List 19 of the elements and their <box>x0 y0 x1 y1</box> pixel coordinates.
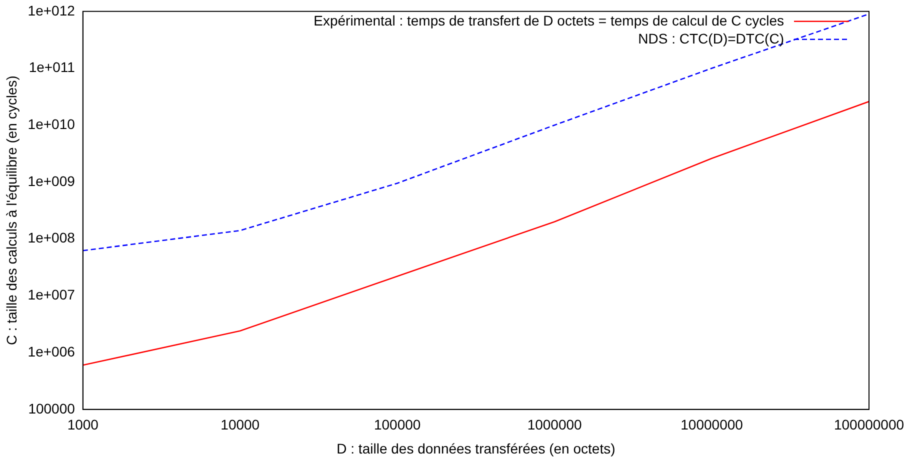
y-tick-label: 1e+008 <box>28 230 76 246</box>
y-axis-title: C : taille des calculs à l'équilibre (en cycles) <box>3 76 20 346</box>
x-tick-label: 100000000 <box>834 416 904 433</box>
y-tick-label: 1e+007 <box>28 286 76 303</box>
x-axis-title: D : taille des données transférées (en octets) <box>336 440 616 456</box>
x-tick-label: 100000 <box>374 416 421 433</box>
y-tick-label: 1e+012 <box>28 2 76 18</box>
x-tick-label: 10000 <box>220 416 260 433</box>
x-tick-label: 10000000 <box>680 416 744 433</box>
x-tick-label: 1000 <box>67 416 99 433</box>
y-tick-label: 100000 <box>28 400 76 416</box>
y-tick-label: 1e+009 <box>28 172 76 189</box>
y-tick-label: 1e+010 <box>28 116 76 132</box>
y-tick-label: 1e+011 <box>28 59 76 76</box>
legend-label: Expérimental : temps de transfert de D octets = temps de calcul de C cycles <box>314 12 784 28</box>
y-tick-label: 1e+006 <box>28 343 76 360</box>
line-series <box>82 13 869 252</box>
x-tick-label: 1000000 <box>527 416 582 433</box>
legend-label: NDS : CTC(D)=DTC(C) <box>638 30 784 46</box>
